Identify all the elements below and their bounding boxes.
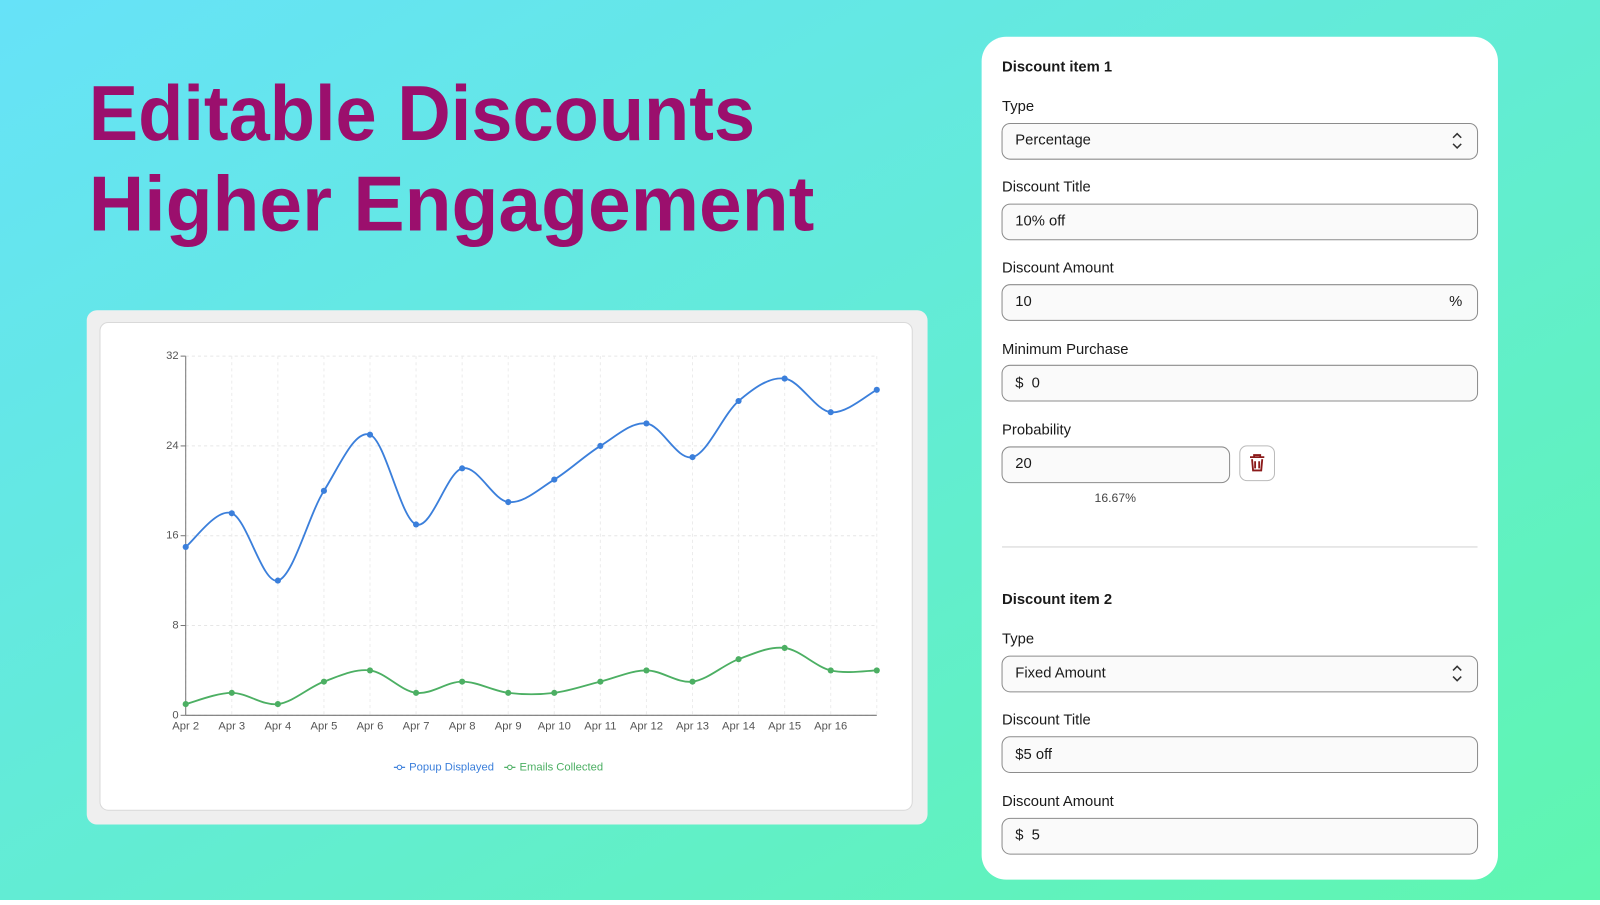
point xyxy=(320,487,327,494)
field-label: Discount Amount xyxy=(1002,260,1114,276)
input-value: 10 xyxy=(1015,294,1031,310)
input-value: 0 xyxy=(1032,376,1040,392)
point xyxy=(228,689,235,696)
point xyxy=(643,667,650,674)
headline: Editable Discounts xyxy=(89,71,755,157)
field-label: Minimum Purchase xyxy=(1002,342,1128,358)
point xyxy=(505,498,512,506)
input-value: 20 xyxy=(1015,456,1031,472)
series-line xyxy=(185,646,877,706)
point xyxy=(643,420,650,427)
legend-label: Emails Collected xyxy=(520,761,604,773)
x-tick-label: Apr 14 xyxy=(722,720,755,732)
point xyxy=(274,701,281,708)
field-label: Discount Amount xyxy=(1002,794,1114,810)
point xyxy=(827,409,834,416)
input-value: 5 xyxy=(1032,828,1040,844)
chevron xyxy=(1452,132,1462,150)
trash-icon xyxy=(1250,454,1265,472)
legend-swatch xyxy=(507,764,513,771)
input-prefix: $ xyxy=(1015,828,1023,844)
y-tick-label: 16 xyxy=(166,530,178,542)
x-tick-label: Apr 3 xyxy=(218,720,245,732)
text-input[interactable] xyxy=(1001,364,1479,402)
field-label: Probability xyxy=(1002,423,1072,439)
legend-swatch xyxy=(396,764,403,771)
point xyxy=(781,644,788,652)
point xyxy=(551,476,558,483)
point xyxy=(735,656,742,663)
probability-share: 16.67% xyxy=(1095,491,1137,505)
point xyxy=(366,667,374,674)
text-input[interactable] xyxy=(1001,446,1231,484)
x-tick-label: Apr 16 xyxy=(814,720,847,732)
point xyxy=(873,386,880,393)
input-suffix: % xyxy=(1449,294,1462,310)
point xyxy=(459,678,466,685)
y-tick-label: 24 xyxy=(166,440,178,452)
point xyxy=(274,577,281,584)
input-value: $5 off xyxy=(1015,747,1053,763)
point xyxy=(413,689,420,696)
x-tick-label: Apr 13 xyxy=(676,720,709,732)
y-tick-label: 8 xyxy=(172,619,178,631)
x-tick-label: Apr 4 xyxy=(264,720,291,732)
field-label: Type xyxy=(1002,632,1034,648)
x-tick-label: Apr 8 xyxy=(449,720,476,732)
point xyxy=(320,678,327,685)
discount-item: Discount item 1 Type Percentage Discount… xyxy=(1001,59,1479,505)
x-tick-label: Apr 6 xyxy=(357,720,384,732)
select-value: Fixed Amount xyxy=(1015,665,1105,681)
point xyxy=(735,397,742,405)
point xyxy=(366,431,374,438)
point xyxy=(413,521,420,528)
input-value: 10% off xyxy=(1015,213,1066,229)
x-tick-label: Apr 15 xyxy=(768,720,801,732)
point xyxy=(689,678,696,685)
field-label: Discount Title xyxy=(1002,180,1091,196)
point xyxy=(551,689,558,696)
point xyxy=(597,678,604,685)
x-tick-label: Apr 7 xyxy=(403,720,430,732)
chart-card xyxy=(99,321,913,811)
item-title: Discount item 2 xyxy=(1002,592,1112,608)
select[interactable] xyxy=(1001,122,1479,160)
field-label: Type xyxy=(1002,99,1034,115)
text-input[interactable] xyxy=(1001,817,1479,855)
select-value: Percentage xyxy=(1015,133,1091,149)
point xyxy=(228,510,235,517)
y-tick-label: 0 xyxy=(172,709,178,721)
headline: Higher Engagement xyxy=(89,162,815,248)
discount-item: Discount item 2 Type Fixed Amount Discou… xyxy=(1001,592,1479,855)
chart: 0 8 16 24 32 Apr 2 Apr 3 Apr 4 Apr 5 Apr 6 Apr 7 Ap… xyxy=(166,350,880,773)
point xyxy=(459,465,466,472)
text-input[interactable] xyxy=(1001,736,1479,773)
point xyxy=(827,667,834,674)
x-tick-label: Apr 5 xyxy=(311,720,338,732)
text-input[interactable] xyxy=(1001,284,1479,321)
x-tick-label: Apr 9 xyxy=(495,720,522,732)
x-tick-label: Apr 11 xyxy=(584,720,616,732)
point xyxy=(182,543,189,550)
select[interactable] xyxy=(1001,655,1479,693)
delete-button[interactable] xyxy=(1239,445,1275,482)
item-title: Discount item 1 xyxy=(1002,59,1112,75)
chevron xyxy=(1452,665,1462,682)
x-tick-label: Apr 2 xyxy=(172,720,199,732)
point xyxy=(873,667,880,674)
x-tick-label: Apr 10 xyxy=(538,720,571,732)
field-label: Discount Title xyxy=(1002,712,1091,728)
x-tick-label: Apr 12 xyxy=(630,720,663,732)
legend-label: Popup Displayed xyxy=(409,761,494,773)
point xyxy=(505,689,512,696)
input-prefix: $ xyxy=(1015,376,1023,392)
point xyxy=(597,442,604,449)
y-tick-label: 32 xyxy=(166,350,178,362)
point xyxy=(781,375,788,382)
point xyxy=(689,454,696,461)
text-input[interactable] xyxy=(1001,203,1479,241)
point xyxy=(182,701,189,708)
